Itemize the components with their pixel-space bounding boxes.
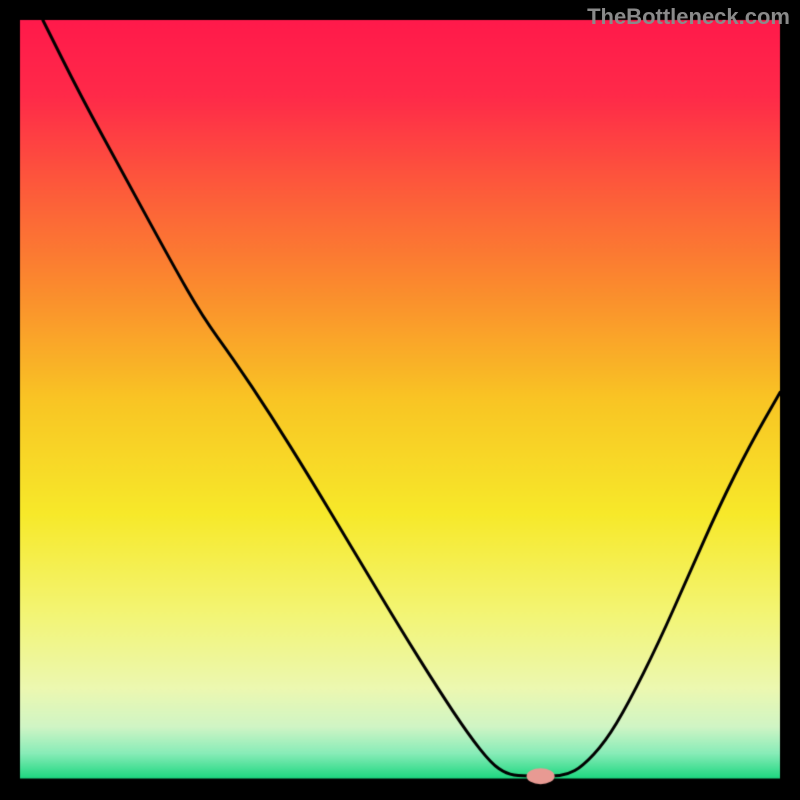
chart-container: TheBottleneck.com [0, 0, 800, 800]
watermark-text: TheBottleneck.com [587, 4, 790, 30]
bottleneck-chart [0, 0, 800, 800]
